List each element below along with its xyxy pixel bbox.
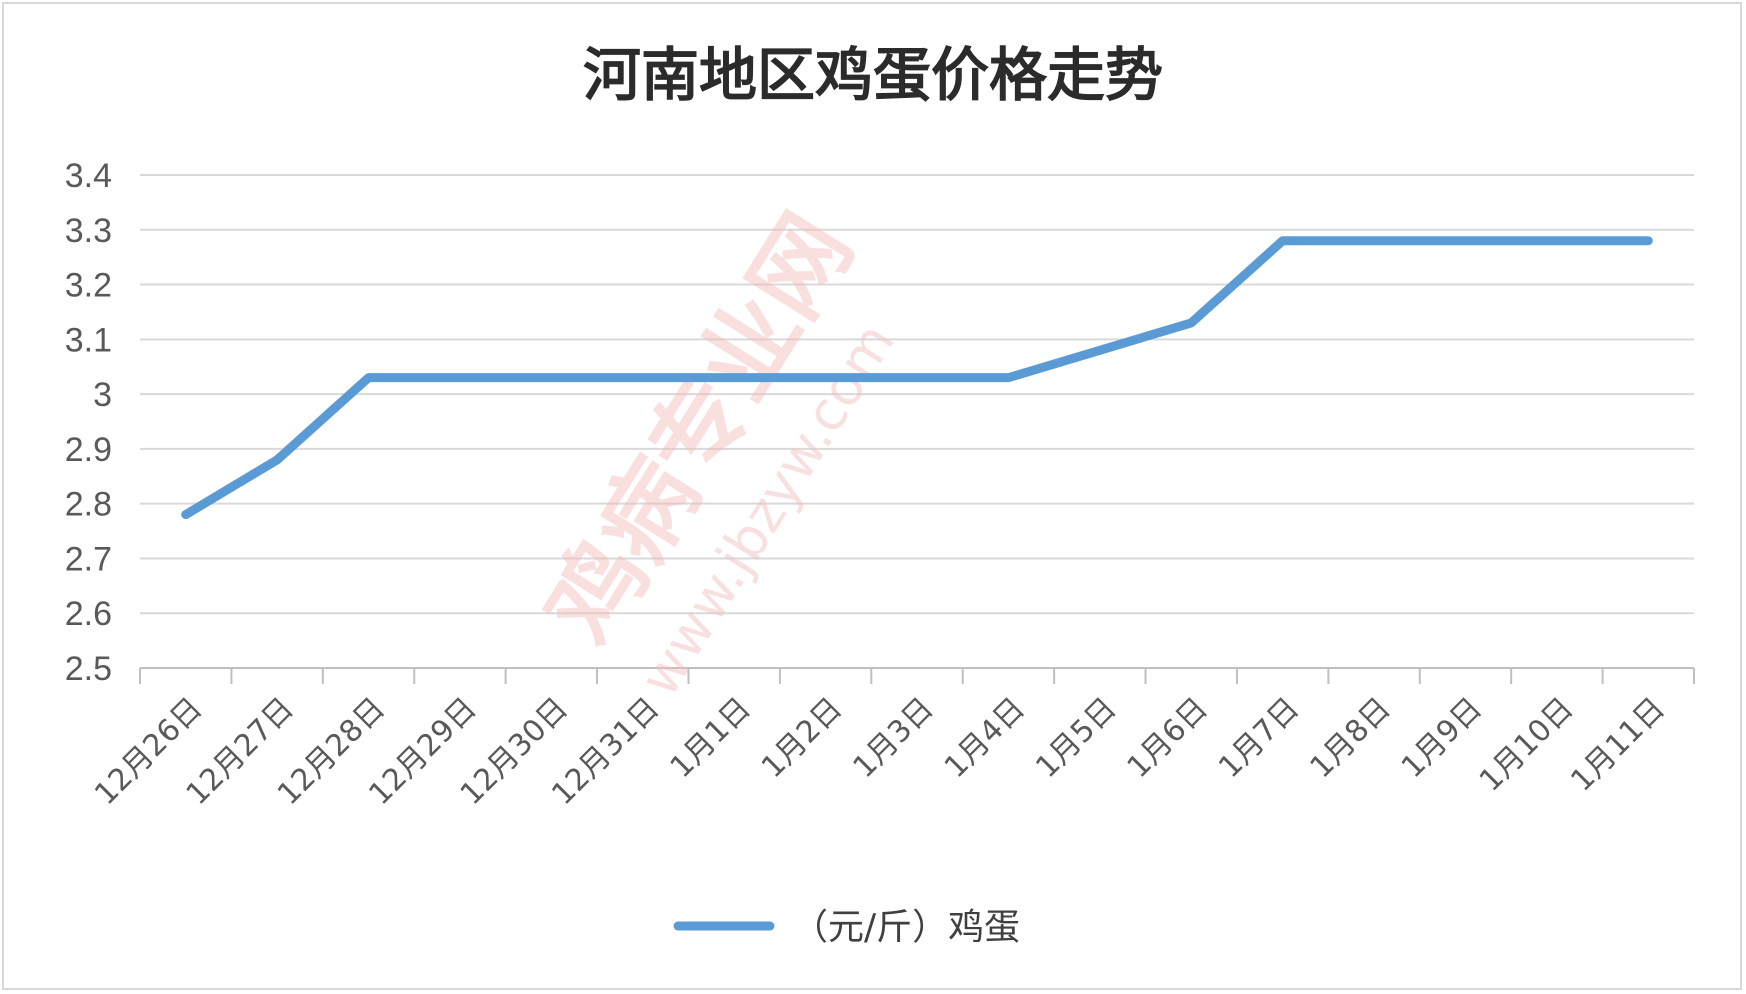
- data-point: [1373, 240, 1375, 242]
- x-tick-label: 1月4日: [938, 691, 1032, 785]
- y-tick-label: 2.8: [65, 486, 112, 524]
- y-tick-label: 2.7: [65, 540, 112, 578]
- data-point: [733, 377, 735, 379]
- data-point: [185, 514, 187, 516]
- data-point: [825, 377, 827, 379]
- x-tick-label: 1月7日: [1212, 691, 1306, 785]
- data-point: [276, 459, 278, 461]
- data-point: [642, 377, 644, 379]
- data-point: [459, 377, 461, 379]
- legend: （元/斤）鸡蛋: [673, 907, 1020, 948]
- data-point: [1099, 349, 1101, 351]
- x-tick-label: 1月8日: [1304, 691, 1398, 785]
- x-axis-labels: 12月26日12月27日12月28日12月29日12月30日12月31日1月1日…: [88, 691, 1672, 812]
- x-tick-label: 1月2日: [755, 691, 849, 785]
- y-tick-label: 3: [93, 376, 112, 414]
- y-tick-label: 3.1: [65, 321, 112, 359]
- y-tick-label: 3.3: [65, 212, 112, 250]
- x-tick-label: 1月10日: [1473, 691, 1581, 799]
- x-tick-label: 1月6日: [1121, 691, 1215, 785]
- data-point: [1464, 240, 1466, 242]
- data-point: [1556, 240, 1558, 242]
- data-point: [368, 377, 370, 379]
- y-tick-label: 2.9: [65, 431, 112, 469]
- y-tick-label: 3.4: [65, 157, 112, 195]
- watermark: 鸡病专业网 www.jbzyw.com: [525, 196, 907, 707]
- y-tick-label: 3.2: [65, 267, 112, 305]
- data-point: [1190, 322, 1192, 324]
- legend-label: （元/斤）鸡蛋: [792, 907, 1020, 948]
- y-tick-label: 2.5: [65, 650, 112, 688]
- y-axis-ticks: 2.5 2.6 2.7 2.8 2.9 3 3.1 3.2 3.3 3.4: [65, 157, 112, 688]
- data-point: [1647, 240, 1649, 242]
- data-point: [916, 377, 918, 379]
- series-lines: [181, 236, 1653, 520]
- x-tick-label: 1月11日: [1564, 691, 1672, 799]
- x-tick-label: 1月5日: [1029, 691, 1123, 785]
- data-point: [1282, 240, 1284, 242]
- y-tick-label: 2.6: [65, 595, 112, 633]
- x-tick-label: 1月3日: [846, 691, 940, 785]
- gridlines: [140, 174, 1694, 615]
- data-point: [550, 377, 552, 379]
- x-axis: [139, 667, 1695, 684]
- chart-title: 河南地区鸡蛋价格走势: [583, 41, 1163, 109]
- data-point: [1007, 377, 1009, 379]
